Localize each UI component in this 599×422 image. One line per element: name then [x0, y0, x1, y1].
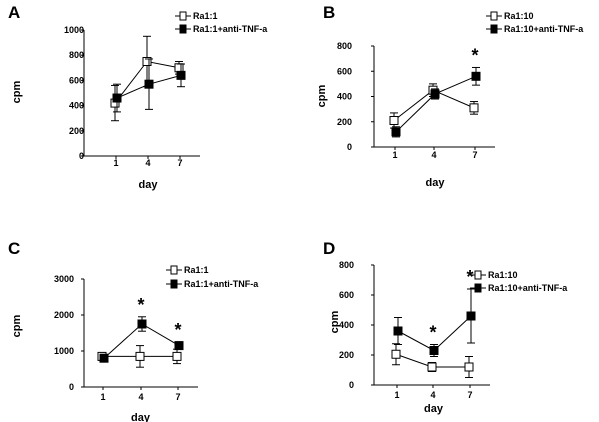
legend-label: Ra1:10+anti-TNF-a	[504, 24, 584, 34]
panel-letter: A	[8, 3, 20, 22]
y-tick-label: 800	[337, 41, 352, 51]
y-tick-label: 200	[337, 117, 352, 127]
significance-asterisk: *	[466, 267, 473, 287]
y-tick-label: 600	[69, 75, 84, 85]
data-point	[430, 89, 440, 99]
legend-marker	[179, 24, 187, 34]
data-point	[137, 319, 147, 329]
panel-letter: B	[323, 3, 335, 22]
legend-marker	[170, 279, 178, 289]
y-tick-label: 600	[337, 66, 352, 76]
panel-letter: D	[323, 239, 335, 258]
legend-marker	[179, 11, 187, 21]
x-tick-label: 7	[467, 390, 472, 400]
x-tick-label: 7	[177, 158, 182, 168]
data-point	[174, 63, 184, 73]
legend-marker	[474, 283, 482, 293]
x-tick-label: 1	[113, 158, 118, 168]
y-tick-label: 200	[69, 126, 84, 136]
x-tick-label: 7	[175, 392, 180, 402]
data-point	[466, 311, 476, 321]
legend-label: Ra1:1+anti-TNF-a	[184, 279, 259, 289]
x-tick-label: 4	[430, 390, 435, 400]
y-tick-label: 1000	[64, 25, 84, 35]
x-tick-label: 1	[394, 390, 399, 400]
y-axis-label: cpm	[316, 84, 328, 107]
panel-D: D 0 200 400 600 800 1 4 7 day cpm Ra1:10 Ra1:10+anti…	[323, 239, 568, 415]
y-tick-label: 0	[69, 382, 74, 392]
x-axis-label: day	[131, 412, 151, 422]
x-axis-label: day	[426, 177, 446, 189]
data-point	[174, 341, 184, 351]
y-tick-label: 0	[79, 151, 84, 161]
data-point	[135, 351, 145, 361]
x-tick-label: 7	[472, 150, 477, 160]
x-axis-label: day	[139, 179, 159, 191]
y-tick-label: 0	[347, 142, 352, 152]
legend-label: Ra1:1+anti-TNF-a	[193, 24, 268, 34]
x-axis-label: day	[424, 403, 444, 415]
legend-marker	[170, 265, 178, 275]
series-anti-tnf: Ra1:10+anti-TNF-a	[391, 24, 584, 138]
legend-marker	[490, 11, 498, 21]
y-tick-label: 3000	[54, 274, 74, 284]
data-point	[176, 70, 186, 80]
panel-A: A 0 200 400 600 800 1000 1 4 7 day cpm Ra1:1 Ra1:1+an…	[8, 3, 268, 191]
y-tick-label: 400	[69, 101, 84, 111]
significance-asterisk: *	[174, 320, 181, 340]
y-tick-label: 0	[349, 380, 354, 390]
y-tick-label: 2000	[54, 310, 74, 320]
series-anti-tnf: Ra1:1+anti-TNF-a	[112, 24, 268, 113]
data-point	[112, 93, 122, 103]
data-point	[389, 115, 399, 125]
y-tick-label: 400	[337, 92, 352, 102]
x-tick-label: 4	[145, 158, 150, 168]
legend-label: Ra1:10	[504, 11, 534, 21]
y-tick-label: 600	[339, 290, 354, 300]
data-point	[427, 362, 437, 372]
y-axis-label: cpm	[11, 314, 23, 337]
data-point	[144, 79, 154, 89]
series-anti-tnf: Ra1:1+anti-TNF-a	[99, 279, 259, 363]
data-point	[142, 57, 152, 66]
data-point	[391, 349, 401, 359]
y-tick-label: 1000	[54, 346, 74, 356]
data-point	[471, 71, 481, 81]
panel-letter: C	[8, 239, 20, 258]
x-tick-label: 4	[138, 392, 143, 402]
x-tick-label: 1	[100, 392, 105, 402]
legend-marker	[474, 270, 482, 280]
data-point	[429, 346, 439, 355]
significance-asterisk: *	[137, 295, 144, 315]
significance-asterisk: *	[471, 45, 478, 65]
data-point	[391, 127, 401, 137]
y-axis-label: cpm	[329, 310, 341, 333]
data-point	[172, 351, 182, 361]
y-tick-label: 200	[339, 350, 354, 360]
legend-label: Ra1:1	[184, 265, 209, 275]
y-axis-label: cpm	[11, 80, 23, 103]
series-anti-tnf: Ra1:10+anti-TNF-a	[393, 283, 568, 357]
legend-label: Ra1:1	[193, 11, 218, 21]
series-control: Ra1:10	[391, 270, 518, 378]
significance-asterisk: *	[429, 323, 436, 343]
legend-label: Ra1:10+anti-TNF-a	[488, 283, 568, 293]
x-tick-label: 1	[392, 150, 397, 160]
y-tick-label: 800	[339, 260, 354, 270]
x-tick-label: 4	[431, 150, 436, 160]
panel-C: C 0 1000 2000 3000 1 4 7 day cpm Ra1:1 Ra1:1+anti-T…	[8, 239, 259, 422]
data-point	[99, 353, 109, 363]
data-point	[469, 103, 479, 113]
y-tick-label: 400	[339, 320, 354, 330]
data-point	[393, 326, 403, 336]
panel-B: B 0 200 400 600 800 1 4 7 day cpm Ra1:10 Ra1:10+anti…	[316, 3, 584, 189]
data-point	[464, 362, 474, 372]
legend-label: Ra1:10	[488, 270, 518, 280]
legend-marker	[490, 24, 498, 34]
series-control: Ra1:1	[110, 11, 218, 122]
y-tick-label: 800	[69, 50, 84, 60]
